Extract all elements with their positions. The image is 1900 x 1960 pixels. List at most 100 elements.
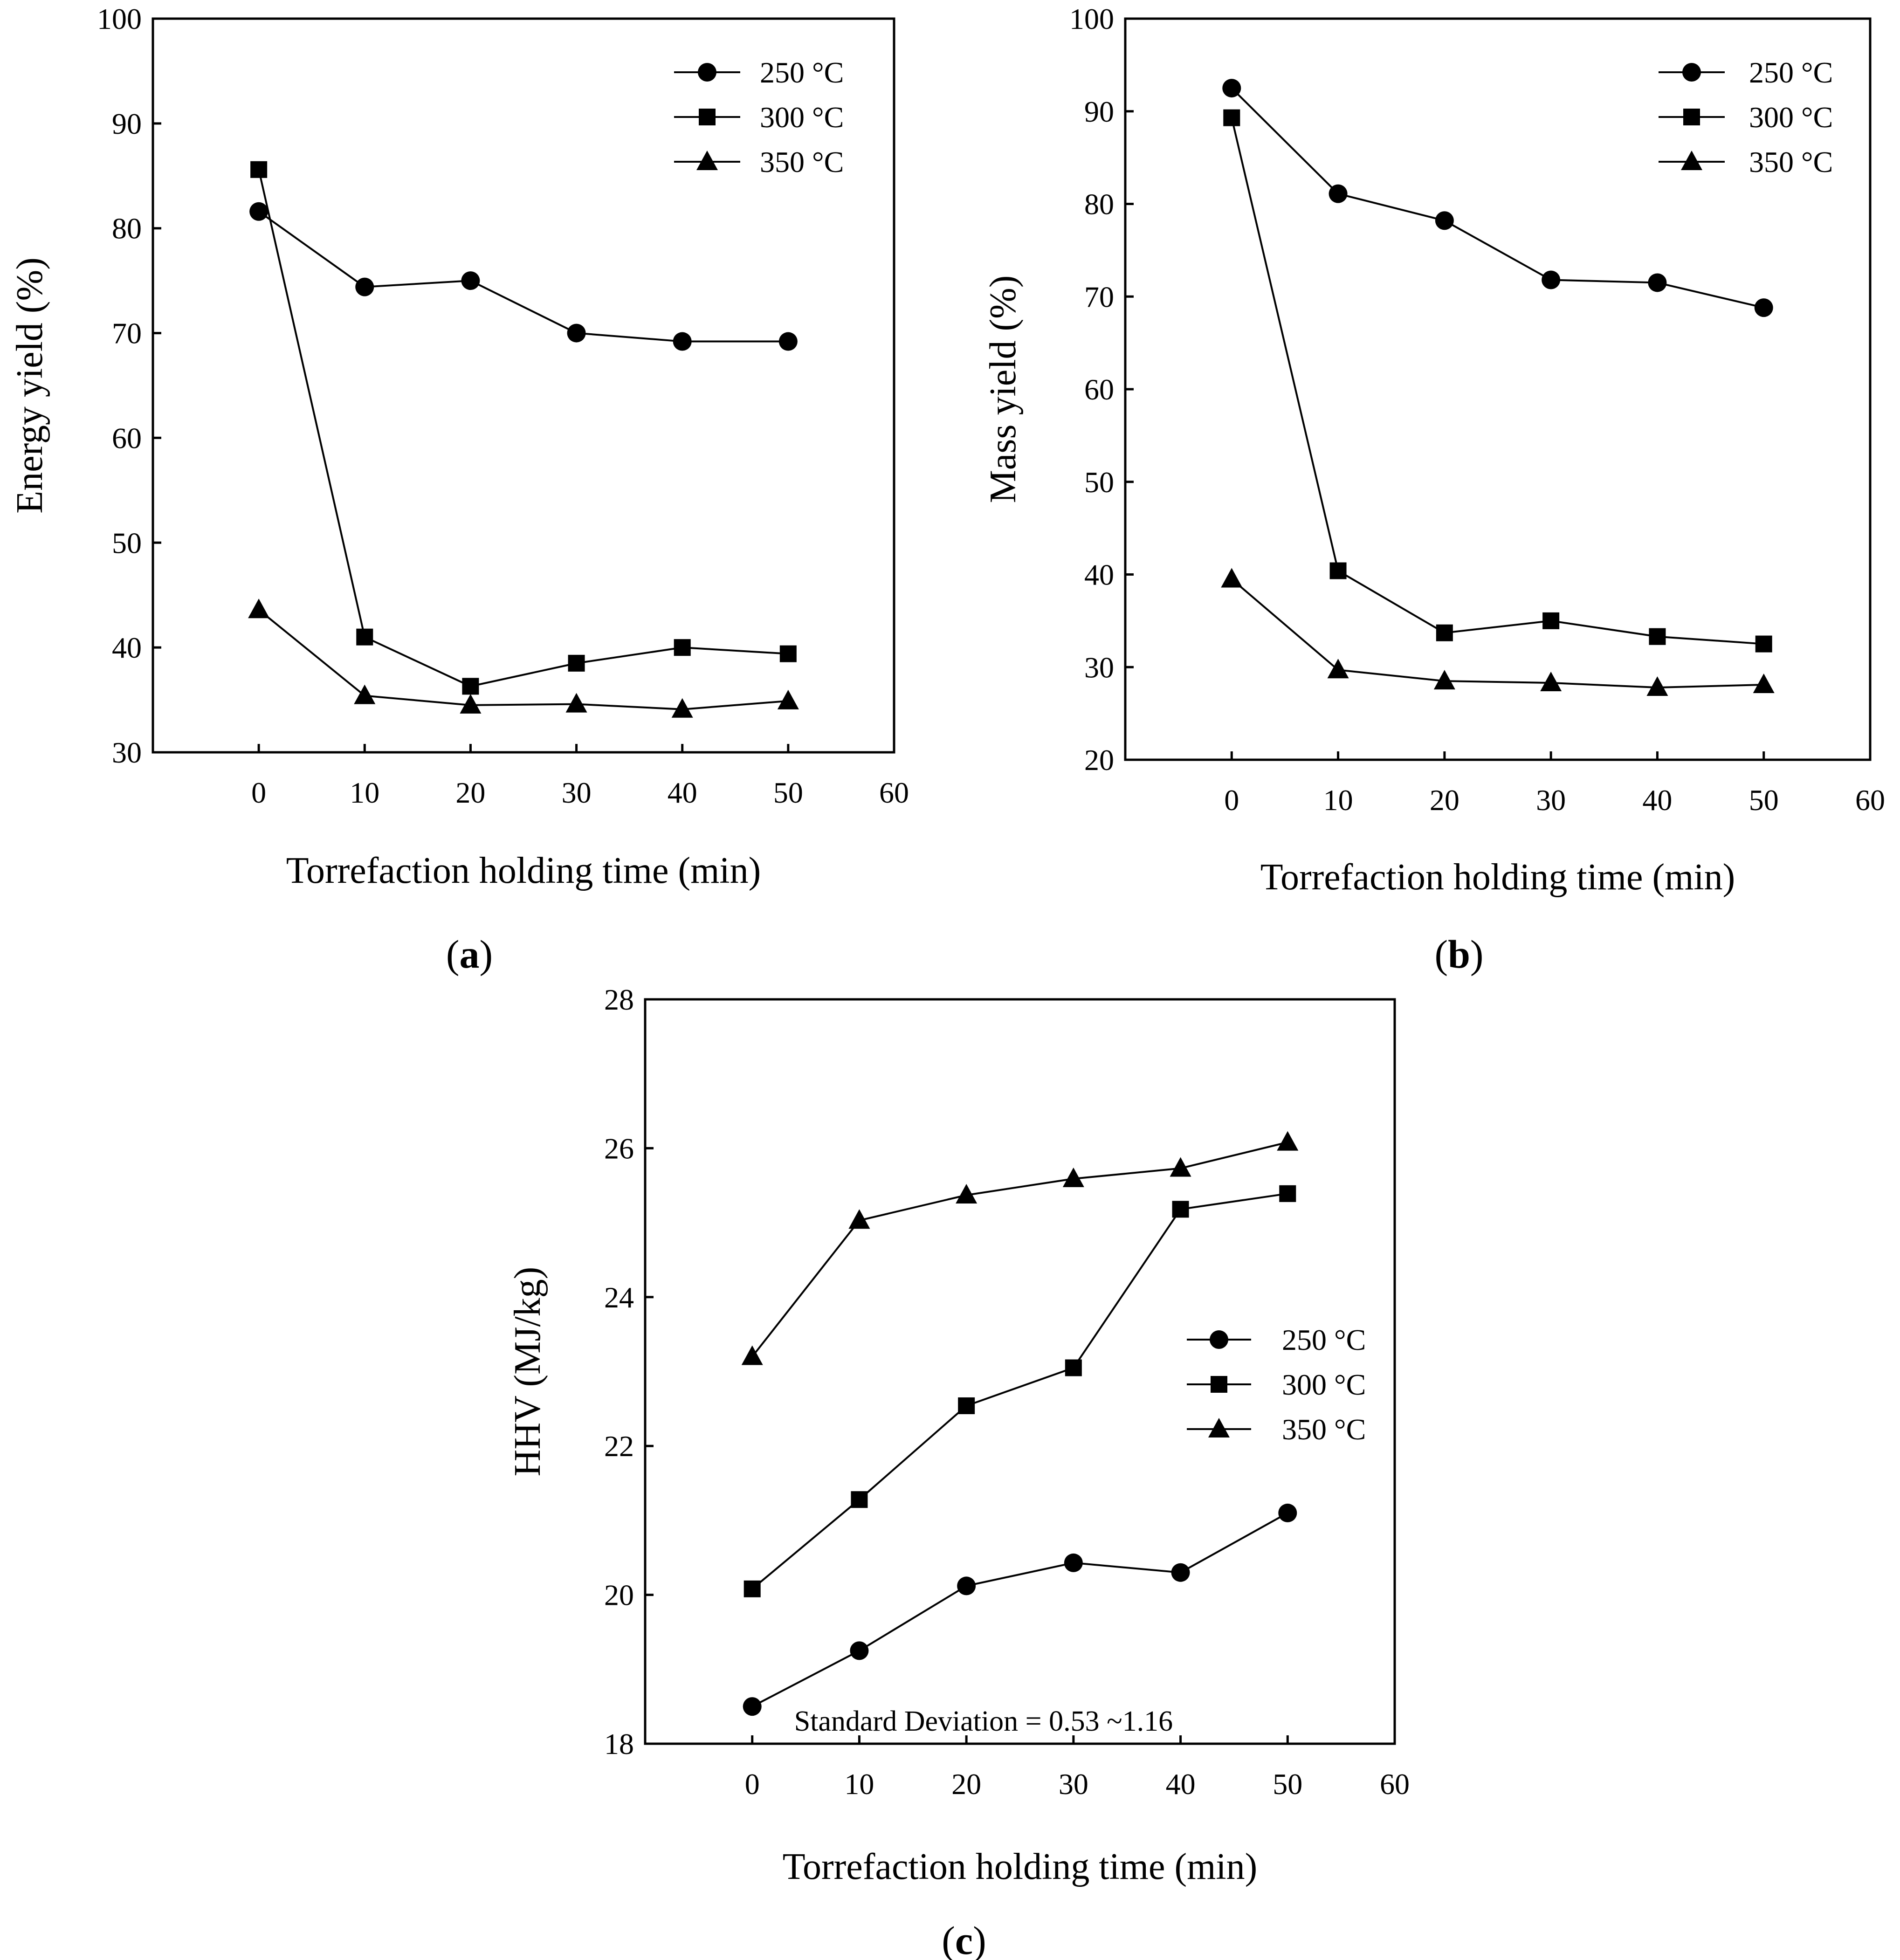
series-triangle — [1221, 568, 1775, 696]
data-point — [671, 698, 693, 718]
plot-frame — [151, 17, 895, 754]
data-point — [462, 678, 479, 695]
legend-label: 300 °C — [1749, 101, 1833, 134]
y-axis-title: HHV (MJ/kg) — [507, 1267, 548, 1477]
y-tick-label: 18 — [604, 1727, 634, 1761]
legend-marker — [1211, 1376, 1227, 1393]
x-tick-label: 0 — [745, 1767, 760, 1801]
y-tick-label: 26 — [604, 1132, 634, 1165]
legend-label: 350 °C — [1749, 145, 1833, 179]
data-point — [956, 1184, 978, 1204]
series-line — [1231, 578, 1764, 688]
data-point — [1648, 273, 1667, 292]
legend-marker — [1681, 151, 1702, 170]
data-point — [354, 684, 376, 704]
series-circle — [743, 1503, 1297, 1716]
x-tick-label: 0 — [251, 776, 266, 809]
y-tick-label: 50 — [1084, 466, 1114, 499]
x-tick-label: 30 — [1059, 1767, 1088, 1801]
data-point — [248, 598, 270, 619]
panel-label: (a) — [446, 932, 493, 977]
y-axis-title: Mass yield (%) — [983, 275, 1024, 503]
data-point — [778, 332, 798, 351]
y-tick-label: 90 — [1084, 95, 1114, 128]
series-line — [751, 1141, 1288, 1357]
x-tick-label: 60 — [879, 776, 909, 809]
legend-label: 250 °C — [1749, 56, 1833, 89]
data-point — [848, 1209, 870, 1229]
data-point — [1649, 628, 1666, 645]
y-tick-label: 28 — [604, 983, 634, 1016]
x-tick-label: 20 — [951, 1767, 981, 1801]
data-point — [743, 1580, 761, 1597]
x-tick-label: 20 — [455, 776, 485, 809]
data-point — [850, 1641, 869, 1660]
data-point — [1277, 1131, 1299, 1151]
data-point — [1221, 568, 1243, 588]
series-line — [258, 169, 788, 688]
data-point — [1065, 1359, 1082, 1376]
x-tick-label: 50 — [1273, 1767, 1302, 1801]
y-tick-label: 20 — [1084, 743, 1114, 777]
panel-a-energy-yield-chart: 30 40 50 60 70 80 90 100 0 10 20 30 40 50 60 Torrefacti… — [9, 2, 909, 977]
series-line — [258, 609, 789, 710]
legend-marker — [696, 151, 718, 170]
data-point — [1542, 612, 1560, 629]
y-tick-label: 30 — [1084, 651, 1114, 684]
data-point — [1172, 1201, 1189, 1218]
data-point — [249, 202, 268, 221]
panel-letter: c — [955, 1918, 973, 1960]
series-square — [743, 1185, 1296, 1597]
legend-label: 250 °C — [1282, 1323, 1366, 1356]
legend-label: 300 °C — [760, 101, 844, 134]
legend-marker — [1683, 109, 1700, 125]
plot-frame — [644, 998, 1396, 1745]
panel-c-hhv-chart: 18 20 22 24 26 28 0 10 20 30 40 50 60 Torrefaction ho… — [507, 983, 1410, 1960]
y-tick-label: 50 — [112, 526, 142, 559]
x-tick-label: 30 — [1536, 784, 1566, 817]
data-point — [1542, 270, 1561, 289]
x-tick-label: 20 — [1430, 784, 1459, 817]
data-point — [1222, 79, 1241, 98]
panel-label: (b) — [1434, 932, 1483, 977]
x-tick-label: 60 — [1380, 1767, 1410, 1801]
data-point — [1064, 1553, 1083, 1572]
y-tick-label: 80 — [1084, 188, 1114, 221]
series-triangle — [248, 598, 799, 718]
series-line — [1231, 87, 1764, 309]
data-point — [1646, 676, 1668, 696]
x-tick-label: 40 — [668, 776, 697, 809]
data-point — [779, 645, 797, 662]
data-point — [1279, 1185, 1296, 1202]
panel-b-mass-yield-chart: 20 30 40 50 60 70 80 90 100 0 10 20 30 40 50 60 Torrefac… — [983, 2, 1885, 977]
series-square — [250, 161, 797, 695]
data-point — [777, 689, 799, 709]
series-line — [751, 1192, 1288, 1590]
x-axis-title: Torrefaction holding time (min) — [286, 850, 761, 891]
series-line — [1231, 117, 1764, 645]
data-point — [1171, 1563, 1190, 1582]
data-point — [356, 628, 373, 646]
legend-label: 350 °C — [1282, 1413, 1366, 1446]
y-tick-label: 30 — [112, 736, 142, 769]
x-tick-label: 60 — [1855, 784, 1885, 817]
legend-marker — [1210, 1330, 1228, 1349]
series-line — [258, 211, 788, 343]
data-point — [1755, 635, 1772, 653]
panel-letter: b — [1448, 932, 1470, 977]
data-point — [1754, 298, 1773, 317]
data-point — [1062, 1167, 1084, 1187]
legend-label: 350 °C — [760, 145, 844, 179]
legend-marker — [1208, 1418, 1230, 1437]
y-tick-label: 60 — [1084, 373, 1114, 406]
x-tick-label: 40 — [1166, 1767, 1196, 1801]
x-tick-label: 10 — [844, 1767, 874, 1801]
y-tick-label: 20 — [604, 1579, 634, 1612]
y-axis-title: Energy yield (%) — [9, 257, 50, 513]
data-point — [1223, 109, 1240, 126]
data-point — [355, 277, 374, 296]
x-tick-label: 30 — [562, 776, 592, 809]
data-point — [567, 323, 586, 343]
data-point — [673, 332, 692, 351]
y-tick-label: 24 — [604, 1281, 634, 1314]
